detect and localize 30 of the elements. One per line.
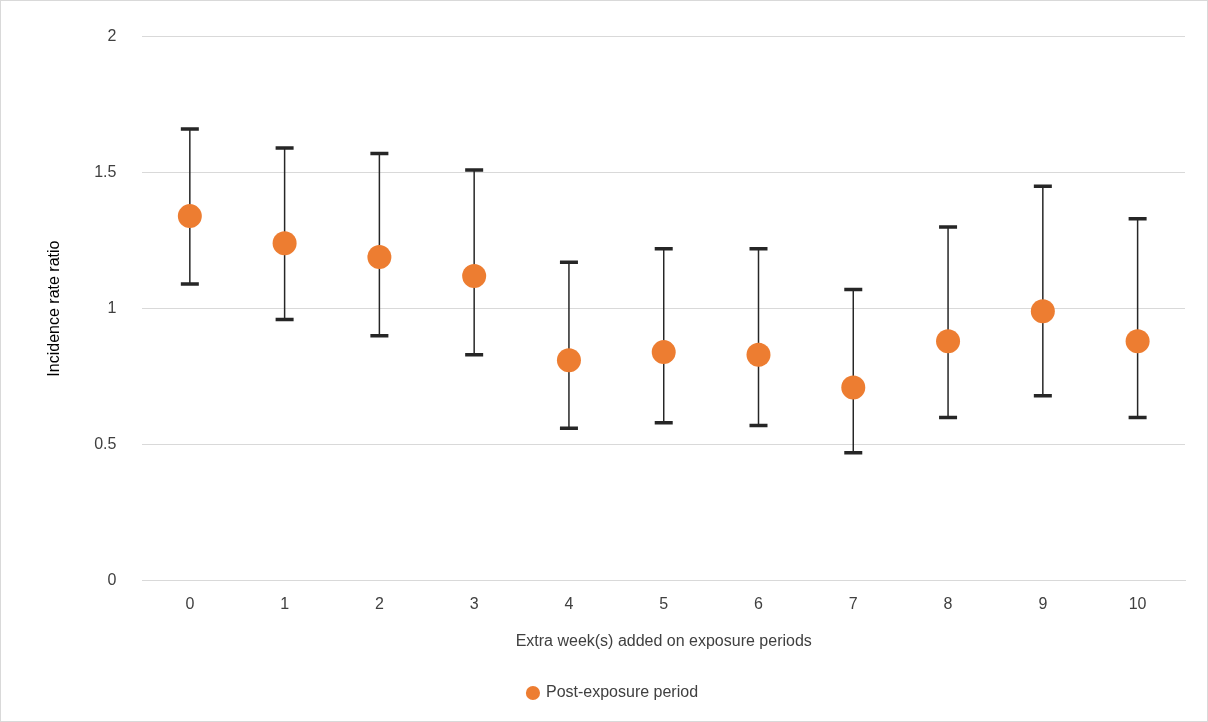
point — [177, 204, 202, 229]
x-tick-label: 7 — [848, 594, 858, 612]
y-tick-label: 1 — [107, 299, 117, 317]
y-tick-label: 1.5 — [94, 163, 117, 181]
x-tick-label: 8 — [943, 594, 953, 612]
legend-label: Post-exposure period — [545, 683, 699, 701]
point — [1030, 299, 1055, 324]
x-tick-label: 4 — [564, 594, 574, 612]
x-tick-label: 1 — [280, 594, 290, 612]
x-tick-label: 5 — [659, 594, 669, 612]
x-axis-title: Extra week(s) added on exposure periods — [515, 631, 812, 649]
x-tick-label: 9 — [1038, 594, 1048, 612]
point — [746, 342, 771, 367]
x-tick-label: 2 — [374, 594, 384, 612]
point — [651, 340, 676, 365]
x-tick-label: 3 — [469, 594, 479, 612]
point — [462, 263, 487, 288]
x-tick-label: 6 — [754, 594, 764, 612]
point — [556, 348, 581, 373]
x-tick-label: 10 — [1128, 594, 1147, 612]
point — [272, 231, 297, 256]
point — [367, 244, 392, 269]
y-tick-label: 2 — [107, 27, 117, 45]
point — [841, 375, 866, 400]
y-tick-label: 0 — [107, 571, 117, 589]
y-tick-label: 0.5 — [94, 435, 117, 453]
point — [1125, 329, 1150, 354]
point — [936, 329, 961, 354]
y-axis-title: Incidence rate ratio — [45, 240, 63, 377]
x-tick-label: 0 — [185, 594, 195, 612]
